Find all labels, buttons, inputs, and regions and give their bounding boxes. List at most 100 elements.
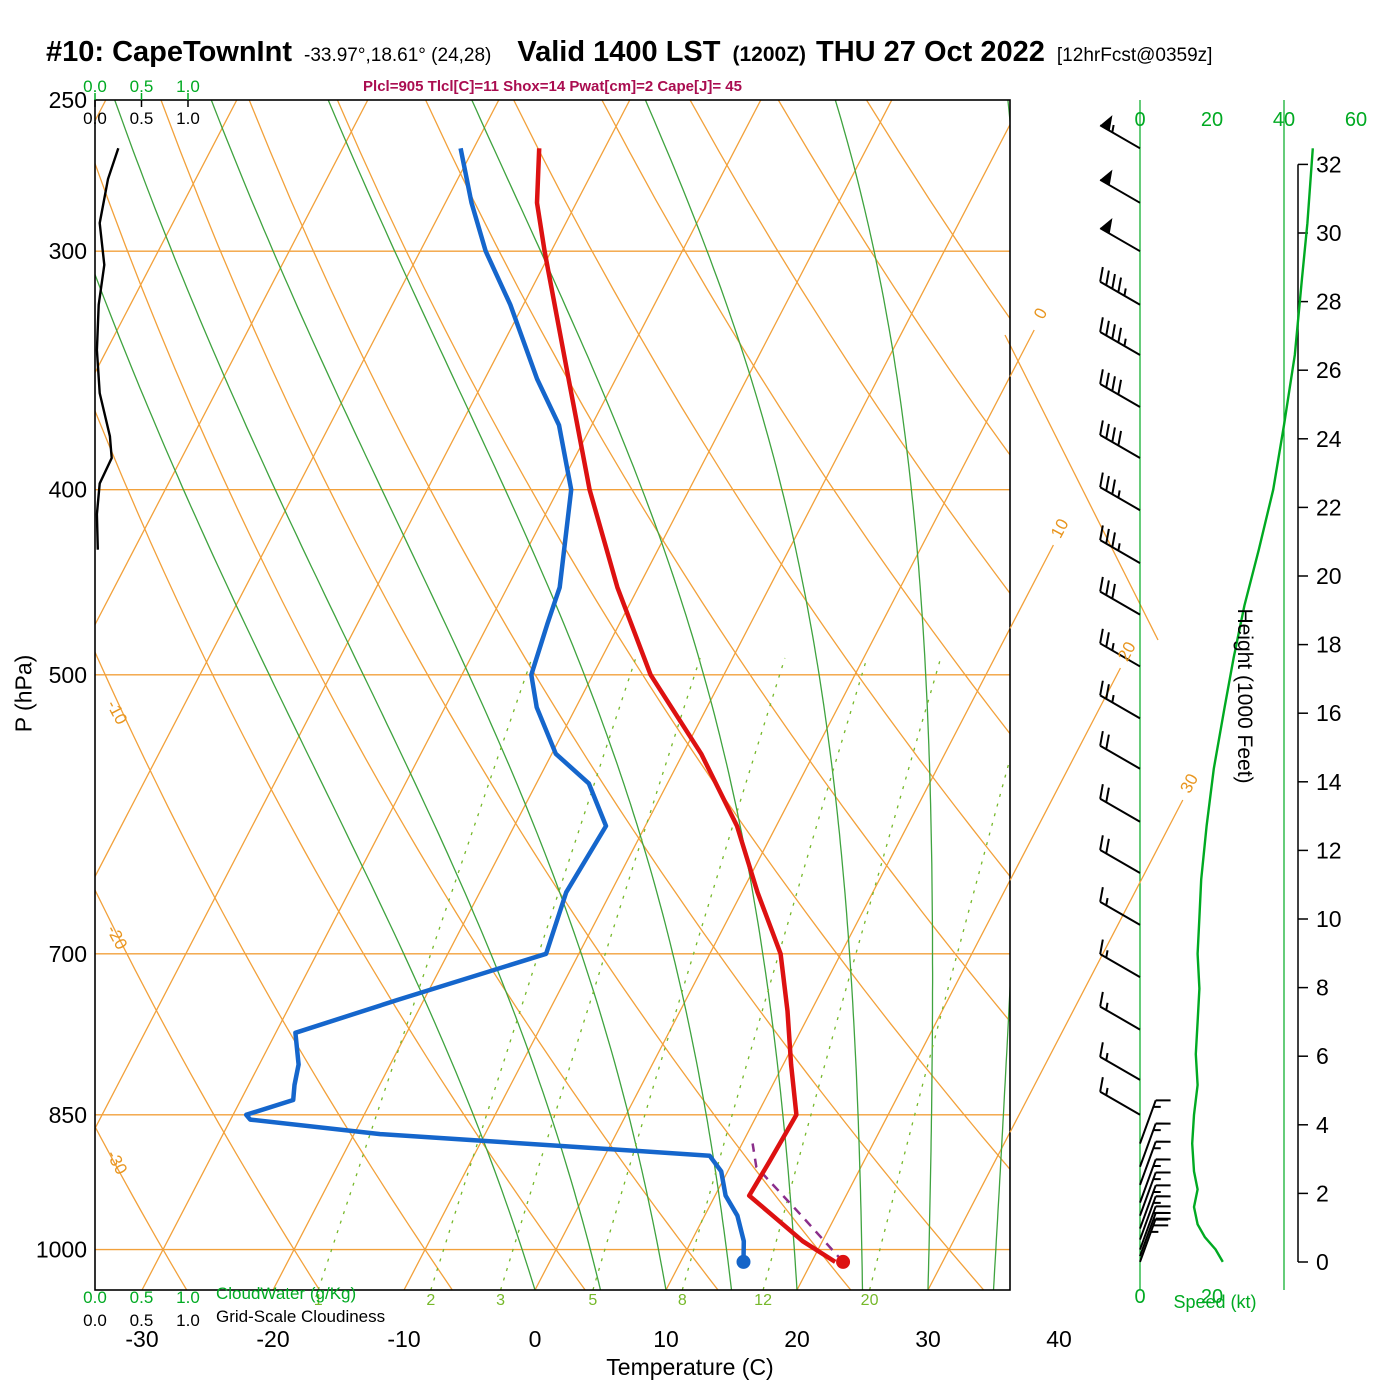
dry-adiabat-line [95,409,586,1290]
wind-barb [1139,1195,1171,1240]
height-tick-label: 2 [1316,1180,1329,1206]
wind-barb [1099,217,1141,253]
speed-tick-label: 0 [1134,1286,1145,1308]
dry-adiabat-label: -10 [103,697,131,728]
dry-adiabat-line [95,1125,188,1290]
moist-adiabat-line [327,100,733,1290]
height-tick-label: 20 [1316,563,1342,589]
dry-adiabat-line [95,161,719,1290]
isotherm-label: 10 [1047,516,1073,542]
cloudiness-tick-label: 0.5 [130,109,154,128]
mixing-ratio-line [592,657,786,1290]
cloudwater-axis-title: CloudWater (g/Kg) [216,1284,357,1303]
forecast-info: [12hrFcst@0359z] [1056,45,1213,66]
cloudiness-tick-label: 1.0 [176,109,200,128]
wind-barb [1099,420,1141,459]
dewpoint-curve [243,147,747,1262]
speed-tick-label: 60 [1345,109,1367,131]
height-tick-label: 14 [1316,769,1342,795]
surface-temperature-dot [836,1254,851,1269]
wind-barb [1139,1140,1171,1186]
pressure-tick-label: 250 [49,87,87,113]
mixing-ratio-line [430,657,637,1290]
height-tick-label: 24 [1316,426,1342,452]
sounding-profiles [243,147,845,1264]
cloudiness-axis-title: Grid-Scale Cloudiness [216,1307,386,1326]
dry-adiabat-line [248,100,985,1290]
moist-adiabat-line [114,100,602,1290]
dry-adiabat-line [160,100,852,1290]
wind-barb [1139,1217,1171,1263]
mixing-ratio-label: 1 [314,1292,323,1309]
wind-barb [1139,1122,1171,1168]
wind-barb [1099,835,1141,874]
pressure-tick-label: 500 [49,662,87,688]
wind-barb [1099,1042,1141,1081]
speed-tick-label: 0 [1134,109,1145,131]
dry-adiabat-line [336,100,1010,1171]
temperature-tick-label: -20 [256,1326,289,1352]
mixing-ratio-line [499,657,701,1290]
mixing-ratio-label: 5 [588,1292,597,1309]
wind-barb [1099,266,1141,306]
speed-tick-label: 20 [1201,1286,1223,1308]
cloudiness-tick-label: 0.0 [83,1311,107,1330]
height-tick-label: 16 [1316,700,1342,726]
moist-adiabat-line [644,100,864,1290]
dry-adiabat-line [95,888,321,1290]
moist-adiabat-line [471,100,798,1290]
title-bar: #10: CapeTownInt -33.97°,18.61° (24,28) … [46,36,1238,69]
isotherm-label: 20 [1114,639,1140,665]
green-lattice [95,100,1010,1290]
valid-date: THU 27 Oct 2022 [816,36,1045,68]
mixing-ratio-label: 2 [426,1292,435,1309]
wind-barb [1139,1184,1171,1229]
dry-adiabat-label: -20 [103,922,131,953]
dry-adiabat-line [601,100,1010,735]
temperature-curve [534,148,837,1264]
dry-adiabat-line [689,100,1010,595]
temperature-tick-label: 10 [653,1326,679,1352]
wind-barb [1099,1076,1141,1116]
wind-barb [1099,317,1141,356]
wind-barb [1139,1171,1171,1217]
height-tick-label: 28 [1316,289,1342,315]
dry-adiabat-line [513,100,1010,878]
height-tick-label: 8 [1316,975,1329,1001]
wind-barb [1099,472,1141,512]
wind-barb [1099,730,1141,770]
pressure-axis-title: P (hPa) [10,654,37,733]
pressure-tick-label: 300 [49,238,87,264]
mixing-ratio-line [681,657,868,1290]
mixing-ratio-line [317,657,533,1290]
speed-tick-label: 20 [1201,109,1223,131]
temperature-tick-label: 0 [529,1326,542,1352]
wind-barb [1099,576,1141,616]
moist-adiabat-line [210,100,667,1290]
height-tick-label: 30 [1316,220,1342,246]
pressure-tick-label: 1000 [36,1237,87,1263]
moist-adiabat-line [834,100,934,1290]
height-axis-title: Height (1000 Feet) [1233,608,1256,784]
cloudwater-tick-label: 1.0 [176,77,200,96]
surface-dewpoint-dot [736,1254,751,1269]
height-tick-label: 0 [1316,1249,1329,1275]
height-tick-label: 32 [1316,151,1342,177]
cloudwater-tick-label: 1.0 [176,1288,200,1307]
valid-time: Valid 1400 LST [517,36,721,68]
station-title: #10: CapeTownInt [46,36,292,68]
decorations [94,99,1314,1291]
cloudwater-tick-label: 0.0 [83,1288,107,1307]
cloudwater-tick-label: 0.5 [130,1288,154,1307]
cloudiness-tick-label: 0.5 [130,1311,154,1330]
height-tick-label: 12 [1316,837,1342,863]
wind-barb [1099,369,1141,408]
plot-frame [94,99,1011,1291]
temperature-axis-title: Temperature (C) [606,1354,774,1380]
dry-adiabat-line [95,650,453,1290]
mixing-ratio-label: 3 [496,1292,505,1309]
isotherm-label: 0 [1030,305,1051,322]
cloudwater-tick-label: 0.0 [83,77,107,96]
mixing-ratio-label: 20 [861,1292,879,1309]
